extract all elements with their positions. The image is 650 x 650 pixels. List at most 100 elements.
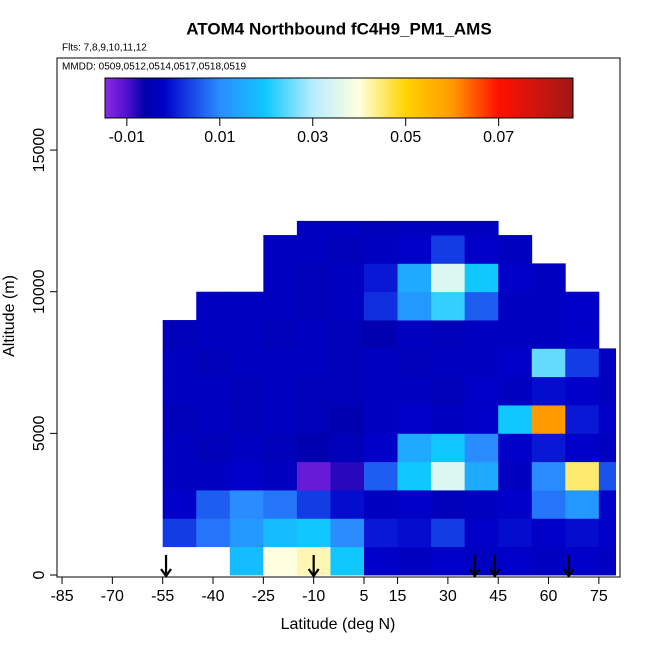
- heat-cell: [498, 518, 533, 548]
- heat-cell: [363, 490, 398, 519]
- heat-cell: [598, 405, 617, 434]
- heat-cell: [531, 376, 566, 406]
- heat-cell: [397, 518, 432, 548]
- x-tick-label: 60: [540, 588, 558, 605]
- heat-cell: [229, 490, 264, 519]
- heat-cell: [431, 433, 466, 463]
- heat-cell: [196, 461, 231, 491]
- heat-cell: [431, 546, 466, 576]
- heat-cell: [531, 291, 566, 321]
- colorbar-tick-label: 0.03: [297, 129, 328, 146]
- flight-arrow: [160, 555, 172, 578]
- heat-cell: [263, 235, 298, 264]
- heat-cell: [263, 518, 298, 548]
- heat-cell: [565, 546, 600, 576]
- colorbar-tick-label: 0.05: [390, 129, 421, 146]
- heat-cell: [263, 461, 298, 491]
- heat-cell: [397, 405, 432, 434]
- heat-cell: [431, 518, 466, 548]
- x-tick-label: 45: [489, 588, 507, 605]
- heat-cell: [464, 518, 499, 548]
- heat-cell: [229, 291, 264, 321]
- heat-cell: [464, 546, 499, 576]
- heat-cell: [565, 320, 600, 349]
- heat-cell: [196, 405, 231, 434]
- heat-cell: [397, 490, 432, 519]
- heat-cell: [330, 291, 365, 321]
- heat-cell: [431, 348, 466, 378]
- heat-cell: [464, 235, 499, 264]
- x-tick-label: -40: [201, 588, 224, 605]
- heat-cell: [531, 320, 566, 349]
- flight-arrow: [562, 555, 575, 578]
- heat-cell: [363, 405, 398, 434]
- heat-cell: [330, 235, 365, 264]
- colorbar-tick-label: -0.01: [109, 129, 146, 146]
- heat-cell: [162, 461, 197, 491]
- heat-cell: [162, 490, 197, 519]
- heat-cell: [565, 518, 600, 548]
- heat-cell: [263, 546, 298, 576]
- heat-cell: [330, 405, 365, 434]
- heat-cell: [431, 490, 466, 519]
- dates-note: MMDD: 0509,0512,0514,0517,0518,0519: [62, 62, 246, 73]
- heat-cell: [296, 376, 331, 406]
- heat-cell: [296, 405, 331, 434]
- heat-cell: [363, 220, 398, 236]
- heat-cell: [498, 461, 533, 491]
- heat-cell: [431, 405, 466, 434]
- x-tick-label: -10: [302, 588, 325, 605]
- heat-cell: [330, 263, 365, 293]
- heat-cell: [531, 546, 566, 576]
- heat-cell: [565, 376, 600, 406]
- heat-cell: [196, 433, 231, 463]
- heat-cell: [464, 376, 499, 406]
- x-tick-label: -70: [101, 588, 124, 605]
- heat-cell: [330, 461, 365, 491]
- heat-cell: [296, 518, 331, 548]
- heat-cell: [531, 461, 566, 491]
- heat-cell: [397, 348, 432, 378]
- heat-cell: [263, 490, 298, 519]
- heat-cell: [431, 376, 466, 406]
- heat-cell: [431, 291, 466, 321]
- y-tick-label: 5000: [31, 415, 48, 451]
- heat-cell: [330, 490, 365, 519]
- heat-cell: [363, 263, 398, 293]
- heat-cell: [431, 263, 466, 293]
- heat-cell: [464, 433, 499, 463]
- heat-cell: [565, 291, 600, 321]
- x-tick-label: -85: [50, 588, 73, 605]
- heat-cell: [363, 376, 398, 406]
- heat-cell: [431, 320, 466, 349]
- heat-cell: [598, 348, 617, 378]
- heat-cell: [196, 291, 231, 321]
- heat-cell: [498, 405, 533, 434]
- heat-cell: [263, 263, 298, 293]
- heat-cell: [229, 433, 264, 463]
- heat-cell: [162, 518, 197, 548]
- heat-cell: [162, 348, 197, 378]
- flight-arrow: [307, 555, 320, 578]
- x-tick-label: 15: [389, 588, 407, 605]
- colorbar: [104, 77, 574, 119]
- heat-cell: [464, 348, 499, 378]
- y-tick-label: 0: [31, 570, 48, 579]
- heat-cell: [598, 490, 617, 519]
- x-tick-label: -55: [151, 588, 174, 605]
- heat-cell: [531, 263, 566, 293]
- heat-cell: [498, 291, 533, 321]
- chart-title: ATOM4 Northbound fC4H9_PM1_AMS: [186, 19, 491, 38]
- heatmap: [162, 220, 617, 576]
- heat-cell: [330, 376, 365, 406]
- heat-cell: [397, 433, 432, 463]
- y-tick-label: 15000: [31, 128, 48, 173]
- heat-cell: [263, 291, 298, 321]
- heat-cell: [229, 461, 264, 491]
- heat-cell: [296, 433, 331, 463]
- heat-cell: [397, 235, 432, 264]
- colorbar-tick-label: 0.07: [483, 129, 514, 146]
- heat-cell: [464, 490, 499, 519]
- y-tick-label: 10000: [31, 269, 48, 314]
- heat-cell: [565, 348, 600, 378]
